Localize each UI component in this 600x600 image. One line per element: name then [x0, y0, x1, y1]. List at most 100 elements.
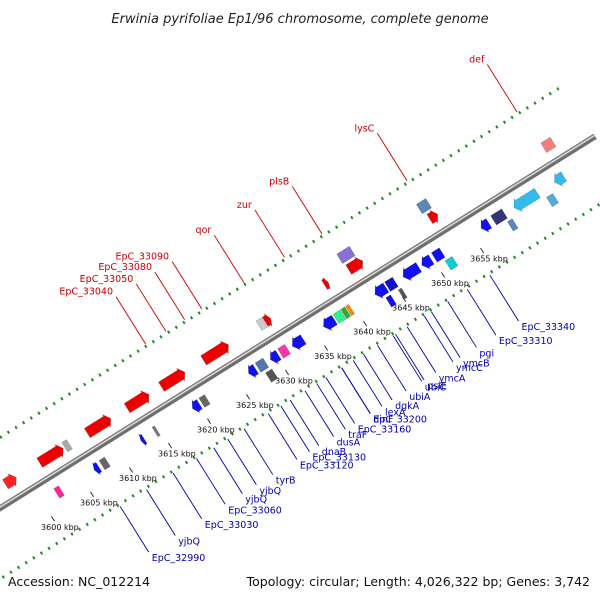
scale-tick-mark: [324, 345, 329, 351]
forward-gene-feature: [36, 443, 64, 468]
reverse-label-leader: [392, 335, 423, 382]
forward-gene-feature: [345, 256, 364, 275]
forward-gene-label: lysC: [354, 123, 374, 134]
forward-gene-label: qor: [196, 225, 212, 236]
reverse-gene-feature: [402, 262, 423, 282]
forward-gene-feature: [540, 136, 557, 153]
reverse-gene-feature: [397, 287, 408, 300]
forward-gene-feature: [123, 390, 150, 414]
scale-tick-mark: [90, 491, 95, 498]
forward-gene-label: EpC_33040: [59, 287, 113, 298]
reverse-gene-label: dusA: [337, 438, 361, 449]
reverse-label-leader: [243, 428, 274, 475]
reverse-gene-feature: [421, 254, 435, 270]
forward-label-leader: [291, 186, 323, 235]
reverse-label-leader: [304, 390, 334, 437]
scale-tick-mark: [402, 296, 407, 303]
reverse-gene-feature: [151, 425, 161, 438]
reverse-gene-feature: [554, 171, 568, 187]
reverse-gene-label: EpC_33060: [228, 505, 282, 516]
reverse-gene-feature: [191, 398, 203, 414]
scale-tick-label: 3620 kbp: [197, 425, 235, 434]
reverse-gene-label: pgi: [479, 348, 494, 359]
forward-gene-feature: [426, 209, 439, 225]
reverse-gene-label: ubiC: [425, 382, 447, 393]
forward-gene-feature: [83, 414, 112, 439]
reverse-label-leader: [289, 399, 320, 447]
scale-tick-mark: [51, 515, 56, 522]
reverse-label-leader: [267, 413, 298, 460]
reverse-gene-label: psiE: [427, 381, 447, 392]
forward-gene-label: EpC_33090: [115, 252, 169, 263]
reverse-gene-label: EpC_33030: [205, 520, 259, 531]
reverse-gene-label: dgkA: [395, 401, 420, 412]
reverse-gene-label: ymcB: [463, 359, 490, 370]
reverse-label-leader: [447, 301, 477, 348]
forward-gene-feature: [61, 439, 73, 453]
reverse-gene-label: EpC_33130: [312, 453, 366, 464]
scale-ticks: 3600 kbp 3605 kbp 3610 kbp 3615 kbp 3620 kbp…: [41, 247, 508, 532]
reverse-gene-label: yjbQ: [178, 537, 200, 548]
reverse-gene-feature: [385, 294, 397, 308]
forward-gene-label: EpC_33050: [80, 274, 134, 285]
forward-gene-feature: [2, 473, 17, 490]
reverse-gene-feature: [430, 247, 446, 263]
reverse-gene-label: EpC_33310: [499, 336, 553, 347]
scale-tick-mark: [441, 272, 446, 278]
reverse-label-leader: [395, 333, 425, 381]
reverse-gene-label: yjbQ: [245, 495, 267, 506]
forward-gene-label: zur: [237, 200, 252, 211]
gene-features: [2, 136, 568, 499]
forward-gene-label: def: [469, 55, 485, 66]
reverse-gene-feature: [247, 363, 260, 379]
reverse-gene-feature: [198, 394, 211, 408]
reverse-label-leader: [423, 315, 454, 363]
scale-tick-label: 3655 kbp: [470, 255, 508, 264]
scale-tick-label: 3650 kbp: [431, 279, 469, 288]
scale-tick-label: 3625 kbp: [236, 401, 274, 410]
map-title: Erwinia pyrifoliae Ep1/96 chromosome, co…: [111, 12, 488, 27]
reverse-gene-feature: [98, 456, 111, 471]
forward-gene-feature: [336, 245, 356, 264]
reverse-label-leader: [280, 405, 310, 452]
scale-tick-mark: [207, 418, 212, 425]
reverse-gene-label: lexA: [385, 407, 406, 418]
forward-gene-feature: [415, 198, 432, 215]
genome-summary-text: Topology: circular; Length: 4,026,322 bp…: [246, 574, 590, 589]
reverse-label-leader: [406, 326, 437, 373]
reverse-gene-feature: [277, 343, 292, 359]
forward-label-leader: [486, 64, 518, 113]
reverse-gene-label: ymcC: [456, 363, 483, 374]
forward-gene-feature: [255, 317, 268, 331]
reverse-label-leader: [196, 458, 226, 505]
scale-tick-label: 3630 kbp: [275, 377, 313, 386]
reverse-label-leader: [363, 353, 393, 401]
reverse-gene-feature: [340, 306, 352, 320]
forward-gene-label: plsB: [269, 176, 289, 187]
scale-tick-mark: [129, 467, 134, 473]
scale-tick-mark: [363, 320, 368, 327]
reverse-label-leader: [146, 489, 176, 536]
reverse-gene-feature: [513, 187, 541, 213]
reverse-gene-label: EpC_33200: [373, 415, 427, 426]
backbone-highlight: [0, 134, 596, 508]
reverse-gene-label: EpC_33160: [358, 424, 412, 435]
scale-tick-mark: [246, 394, 251, 400]
reverse-label-leader: [119, 506, 150, 553]
backbone-shadow: [0, 133, 597, 512]
reverse-label-leader: [227, 438, 257, 486]
reverse-gene-feature: [92, 461, 103, 476]
forward-ring-outer: [0, 84, 565, 440]
forward-label-leader: [135, 283, 167, 332]
forward-gene-feature: [261, 313, 273, 327]
reverse-label-leader: [352, 360, 383, 407]
scale-tick-label: 3635 kbp: [314, 352, 352, 361]
reverse-label-leader: [325, 377, 356, 424]
reverse-gene-label: ymcA: [439, 374, 466, 385]
genome-backbone: [0, 133, 597, 512]
scale-tick-mark: [168, 442, 173, 449]
reverse-gene-feature: [323, 314, 338, 332]
reverse-gene-feature: [345, 304, 355, 317]
